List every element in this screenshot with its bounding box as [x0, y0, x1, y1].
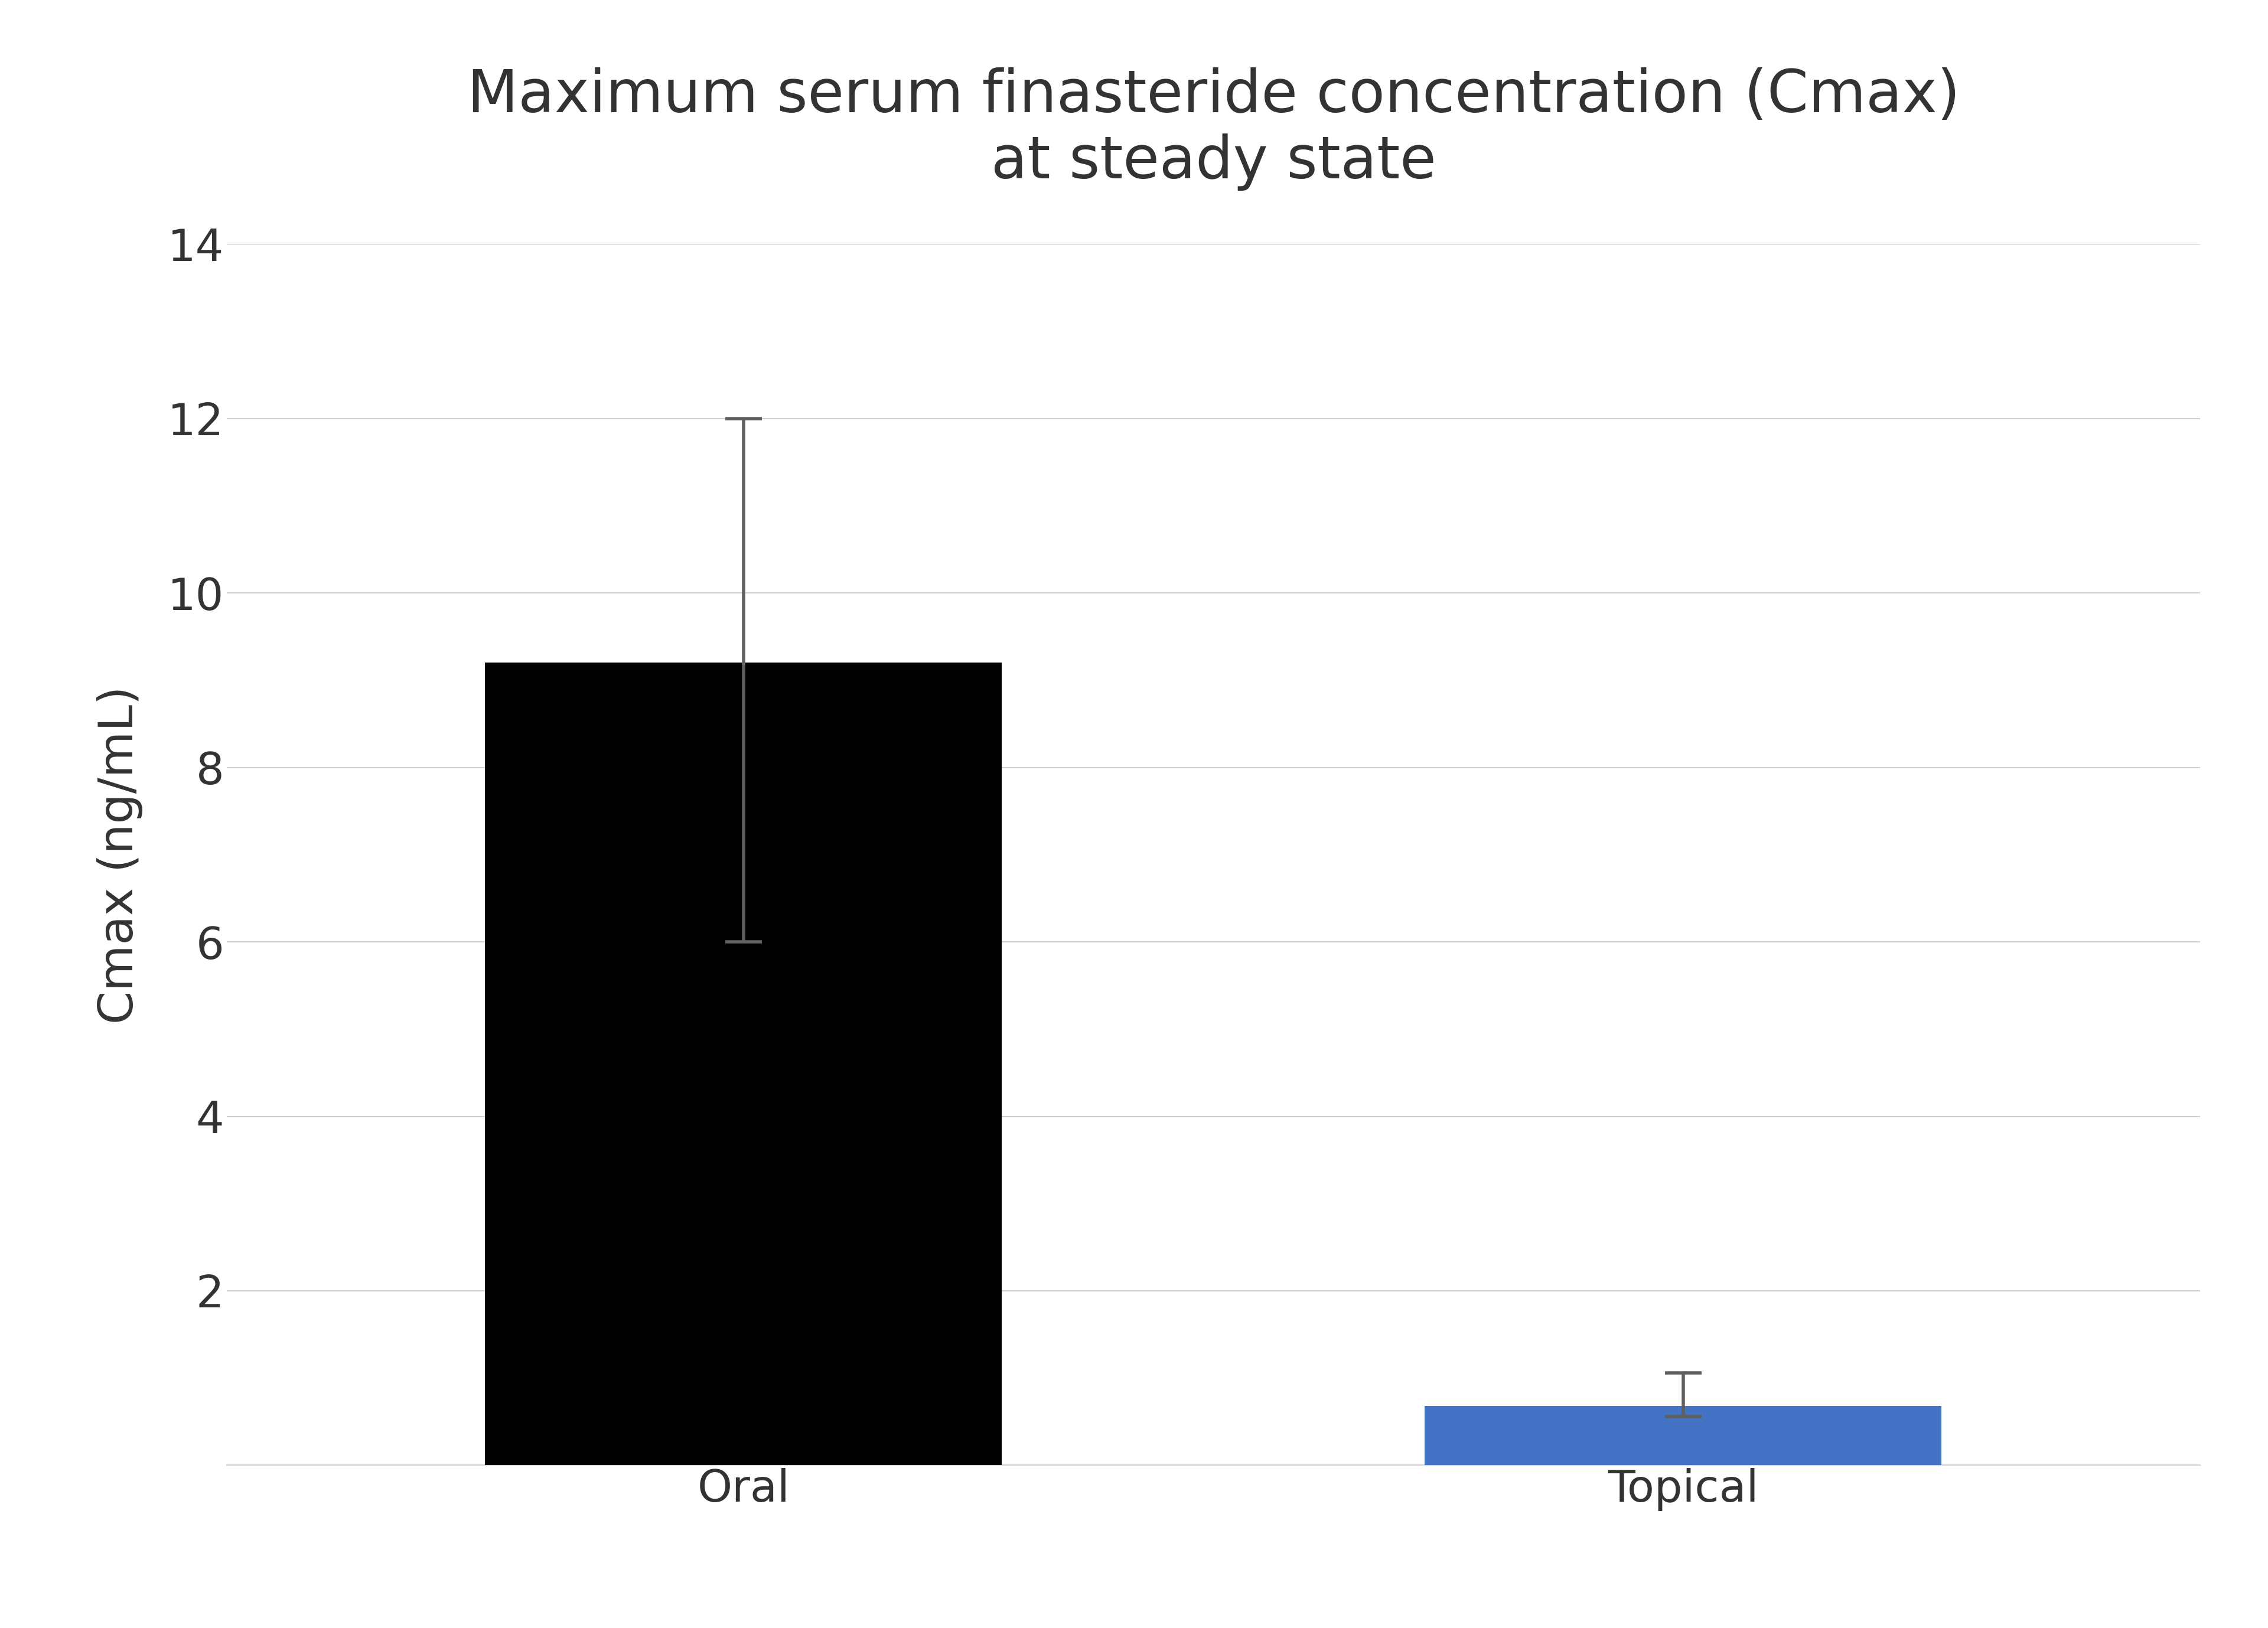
Y-axis label: Cmax (ng/mL): Cmax (ng/mL) — [98, 685, 143, 1024]
Bar — [485, 663, 1002, 1465]
Bar — [1424, 1407, 1941, 1465]
Title: Maximum serum finasteride concentration (Cmax)
at steady state: Maximum serum finasteride concentration … — [467, 67, 1960, 190]
